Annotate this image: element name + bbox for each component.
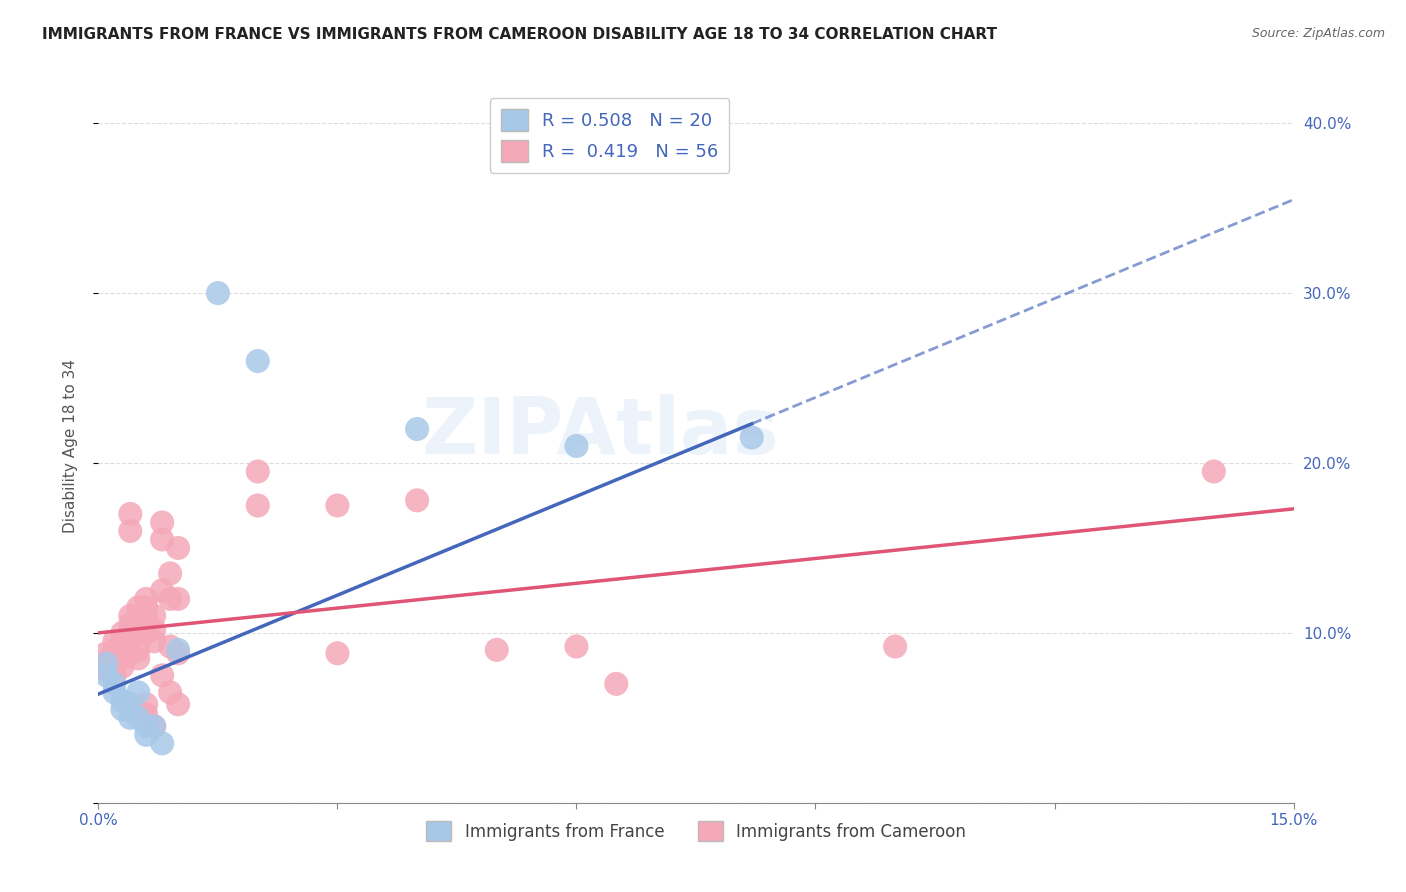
Point (111, 626, 134, 640)
Point (143, 608, 166, 623)
Point (167, 541, 190, 555)
Point (143, 719, 166, 733)
Legend: Immigrants from France, Immigrants from Cameroon: Immigrants from France, Immigrants from … (419, 814, 973, 848)
Point (150, 583, 173, 598)
Point (246, 465, 269, 479)
Point (326, 646, 349, 660)
Point (135, 719, 157, 733)
Point (1202, 465, 1225, 479)
Point (167, 643, 190, 657)
Point (605, 677, 627, 691)
Point (111, 694, 134, 708)
Point (741, 430, 763, 444)
Point (96, 663, 118, 677)
Point (246, 499, 269, 513)
Point (246, 354, 269, 368)
Text: Source: ZipAtlas.com: Source: ZipAtlas.com (1251, 27, 1385, 40)
Point (167, 646, 190, 660)
Text: ZIPAtlas: ZIPAtlas (422, 393, 779, 470)
Point (103, 677, 125, 691)
Point (127, 626, 149, 640)
Point (127, 608, 149, 623)
Point (120, 524, 142, 538)
Point (135, 698, 157, 712)
Point (150, 533, 173, 547)
Point (135, 707, 157, 722)
Point (159, 566, 181, 581)
Point (96, 668, 118, 682)
Point (111, 651, 134, 665)
Point (565, 640, 588, 654)
Point (406, 422, 429, 436)
Point (135, 626, 157, 640)
Point (127, 651, 149, 665)
Point (111, 634, 134, 648)
Point (406, 493, 429, 508)
Point (103, 668, 125, 682)
Point (143, 623, 166, 637)
Point (120, 617, 142, 632)
Point (127, 711, 149, 725)
Point (120, 646, 142, 660)
Point (103, 643, 125, 657)
Point (127, 600, 149, 615)
Point (103, 660, 125, 674)
Point (120, 608, 142, 623)
Point (565, 439, 588, 453)
Point (167, 591, 190, 606)
Point (127, 685, 149, 699)
Point (884, 640, 907, 654)
Point (103, 685, 125, 699)
Point (326, 499, 349, 513)
Point (167, 698, 190, 712)
Y-axis label: Disability Age 18 to 34: Disability Age 18 to 34 (63, 359, 77, 533)
Point (159, 640, 181, 654)
Text: IMMIGRANTS FROM FRANCE VS IMMIGRANTS FROM CAMEROON DISABILITY AGE 18 TO 34 CORRE: IMMIGRANTS FROM FRANCE VS IMMIGRANTS FRO… (42, 27, 997, 42)
Point (96, 655, 118, 669)
Point (103, 634, 125, 648)
Point (111, 643, 134, 657)
Point (120, 634, 142, 648)
Point (135, 728, 157, 742)
Point (150, 516, 173, 530)
Point (485, 643, 508, 657)
Point (135, 591, 157, 606)
Point (207, 286, 229, 301)
Point (127, 643, 149, 657)
Point (111, 660, 134, 674)
Point (143, 719, 166, 733)
Point (120, 507, 142, 521)
Point (135, 600, 157, 615)
Point (159, 685, 181, 699)
Point (96, 657, 118, 671)
Point (96, 646, 118, 660)
Point (111, 702, 134, 716)
Point (143, 634, 166, 648)
Point (150, 668, 173, 682)
Point (150, 736, 173, 750)
Point (135, 612, 157, 626)
Point (120, 698, 142, 712)
Point (103, 651, 125, 665)
Point (159, 591, 181, 606)
Point (120, 711, 142, 725)
